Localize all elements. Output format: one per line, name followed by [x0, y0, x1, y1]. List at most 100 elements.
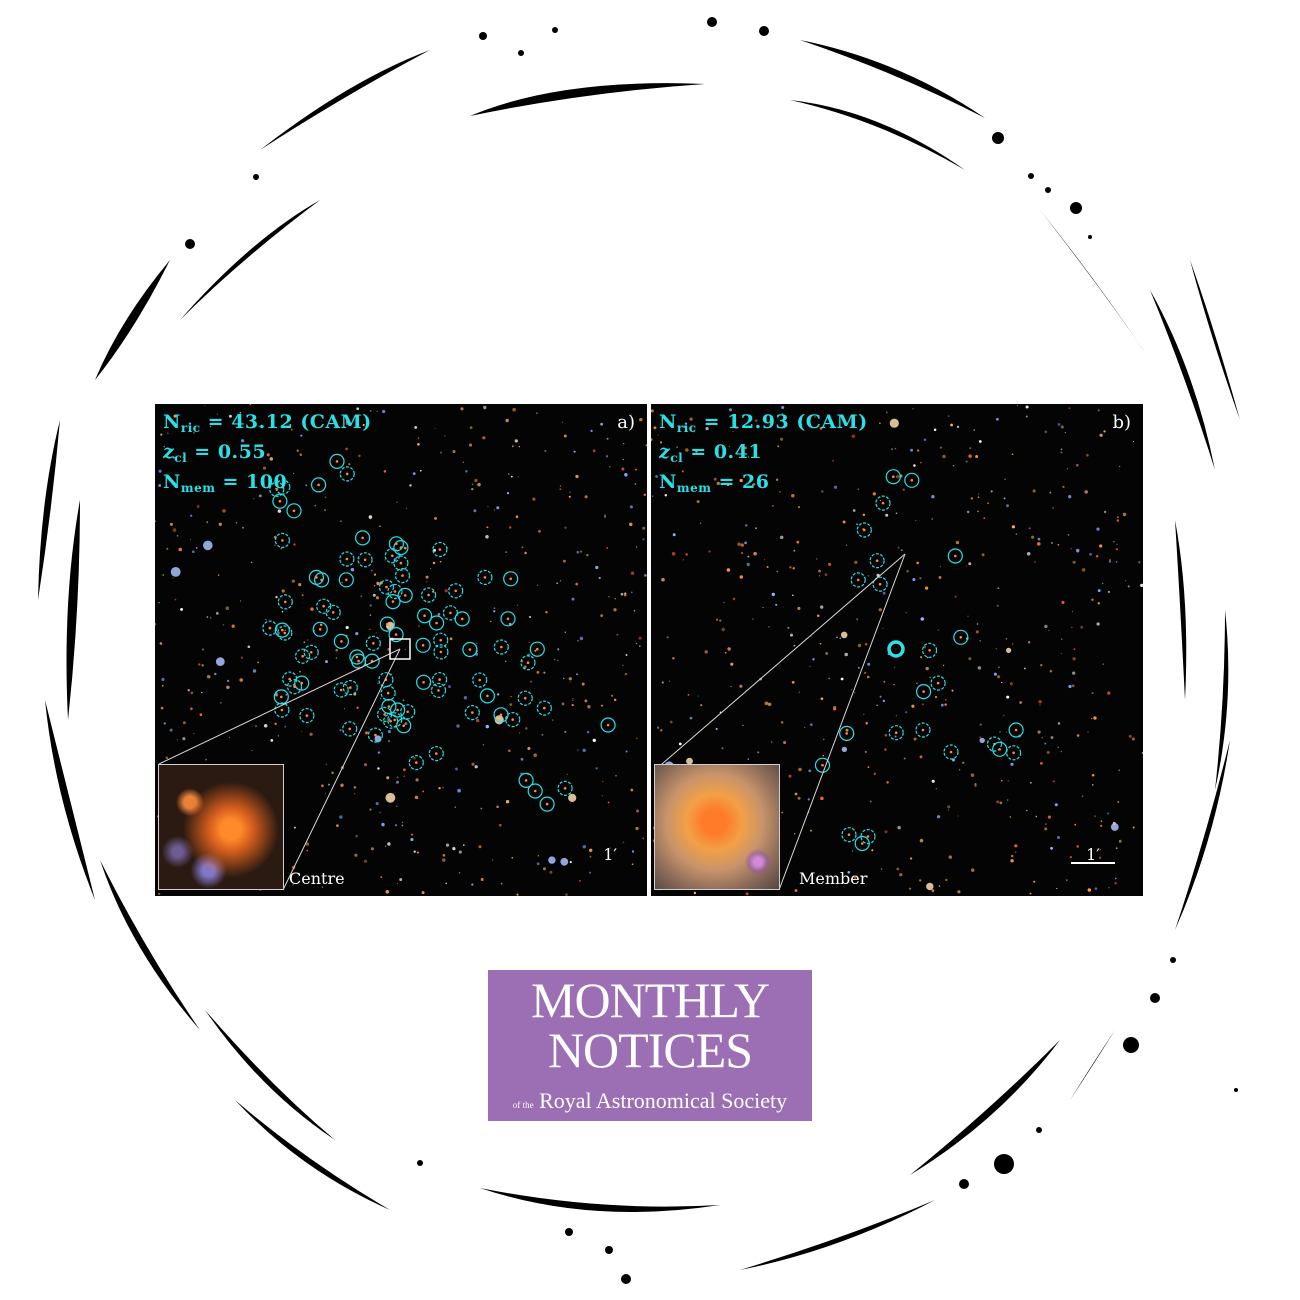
member-circle — [869, 553, 885, 569]
member-circle — [518, 772, 534, 788]
ring-stroke — [910, 1040, 1060, 1175]
panel-tag: a) — [617, 412, 635, 433]
member-circle — [814, 757, 831, 773]
member-circle — [287, 679, 303, 695]
ring-dot — [185, 239, 195, 249]
member-circle — [839, 725, 855, 741]
ring-dot — [994, 1154, 1014, 1174]
member-circle — [454, 611, 470, 627]
journal-logo: MONTHLY NOTICES of the Royal Astronomica… — [488, 970, 812, 1121]
member-circle — [850, 572, 866, 588]
ring-stroke — [740, 1200, 935, 1270]
member-circle — [379, 616, 395, 632]
member-circle — [378, 672, 394, 688]
member-circle — [442, 605, 458, 621]
member-circle — [274, 622, 290, 638]
ring-stroke — [180, 200, 320, 320]
ring-stroke — [470, 83, 705, 116]
member-circle — [527, 783, 543, 799]
member-circle — [472, 672, 488, 688]
ring-stroke — [205, 1010, 335, 1140]
member-circle — [856, 522, 872, 538]
bcg-marker — [887, 640, 905, 658]
member-circle — [274, 702, 290, 718]
member-circle — [520, 655, 536, 671]
ring-dot — [1036, 1127, 1042, 1133]
member-circle — [388, 627, 404, 643]
ring-dot — [959, 1179, 969, 1189]
logo-line-society: of the Royal Astronomical Society — [512, 1088, 788, 1113]
member-circle — [325, 604, 341, 620]
ring-dot — [759, 26, 769, 36]
ring-stroke — [235, 1100, 390, 1210]
richness-line: Nric = 43.12 (CAM) — [163, 411, 372, 435]
member-circle — [915, 722, 931, 738]
ring-dot — [552, 27, 558, 33]
member-circle — [888, 725, 904, 741]
ring-dot — [518, 50, 524, 56]
ring-dot — [417, 1160, 423, 1166]
scale-bar: 1′ — [1071, 847, 1115, 864]
ring-dot — [253, 174, 259, 180]
scale-label: 1′ — [603, 845, 617, 864]
members-line: Nmem = 26 — [659, 471, 770, 495]
ring-dot — [1045, 187, 1051, 193]
member-circle — [916, 684, 932, 700]
ring-stroke — [66, 500, 80, 720]
member-circle — [390, 702, 406, 718]
ring-stroke — [95, 260, 170, 380]
member-circle — [415, 637, 431, 653]
ring-stroke — [1150, 290, 1215, 470]
member-circle — [493, 639, 509, 655]
member-circle — [377, 706, 393, 722]
member-circle — [953, 629, 969, 645]
redshift-line: zcl = 0.41 — [659, 441, 763, 465]
member-circle — [1008, 722, 1024, 738]
zoom-line — [778, 553, 906, 891]
member-circle — [430, 682, 447, 698]
ring-dot — [1088, 235, 1092, 239]
member-circle — [433, 644, 449, 660]
member-circle — [904, 472, 920, 488]
figure-panel-b: Nric = 12.93 (CAM) zcl = 0.41 Nmem = 26 … — [651, 404, 1143, 896]
star-field-b — [651, 405, 1143, 896]
member-circle — [273, 689, 289, 705]
ring-dot — [565, 1228, 573, 1236]
member-circle — [311, 477, 327, 493]
member-circle — [416, 674, 432, 690]
member-circle — [841, 827, 857, 843]
member-circle — [312, 621, 328, 637]
member-circle — [342, 721, 358, 737]
member-circle — [294, 675, 310, 691]
member-circle — [385, 594, 401, 610]
member-circle — [433, 632, 449, 648]
zoom-line — [158, 648, 401, 765]
richness-line: Nric = 12.93 (CAM) — [659, 411, 868, 435]
inset-label-centre: Centre — [289, 869, 345, 888]
ring-stroke — [1175, 740, 1230, 930]
ring-stroke — [1215, 610, 1229, 790]
ring-stroke — [45, 700, 95, 900]
member-circle — [400, 704, 416, 720]
ring-dot — [1150, 993, 1160, 1003]
member-circle — [529, 641, 545, 657]
inset-companion — [745, 849, 771, 875]
panel-a-annotation: Nric = 43.12 (CAM) zcl = 0.55 Nmem = 100 — [163, 410, 372, 500]
ring-dot — [992, 132, 1004, 144]
member-circle — [557, 780, 573, 796]
member-circle — [308, 569, 324, 585]
zoom-line — [654, 553, 906, 771]
member-circle — [277, 594, 293, 610]
ring-stroke — [1190, 260, 1240, 420]
ring-stroke — [1175, 520, 1187, 700]
member-circle — [462, 641, 478, 658]
member-inset-image — [654, 764, 780, 890]
member-circle — [329, 453, 345, 470]
ring-stroke — [38, 420, 60, 600]
member-circle — [429, 615, 445, 631]
ring-stroke — [480, 1188, 720, 1213]
member-circle — [885, 469, 901, 485]
ring-dot — [1028, 173, 1034, 179]
ring-stroke — [1070, 1030, 1115, 1100]
member-circle — [396, 718, 412, 734]
